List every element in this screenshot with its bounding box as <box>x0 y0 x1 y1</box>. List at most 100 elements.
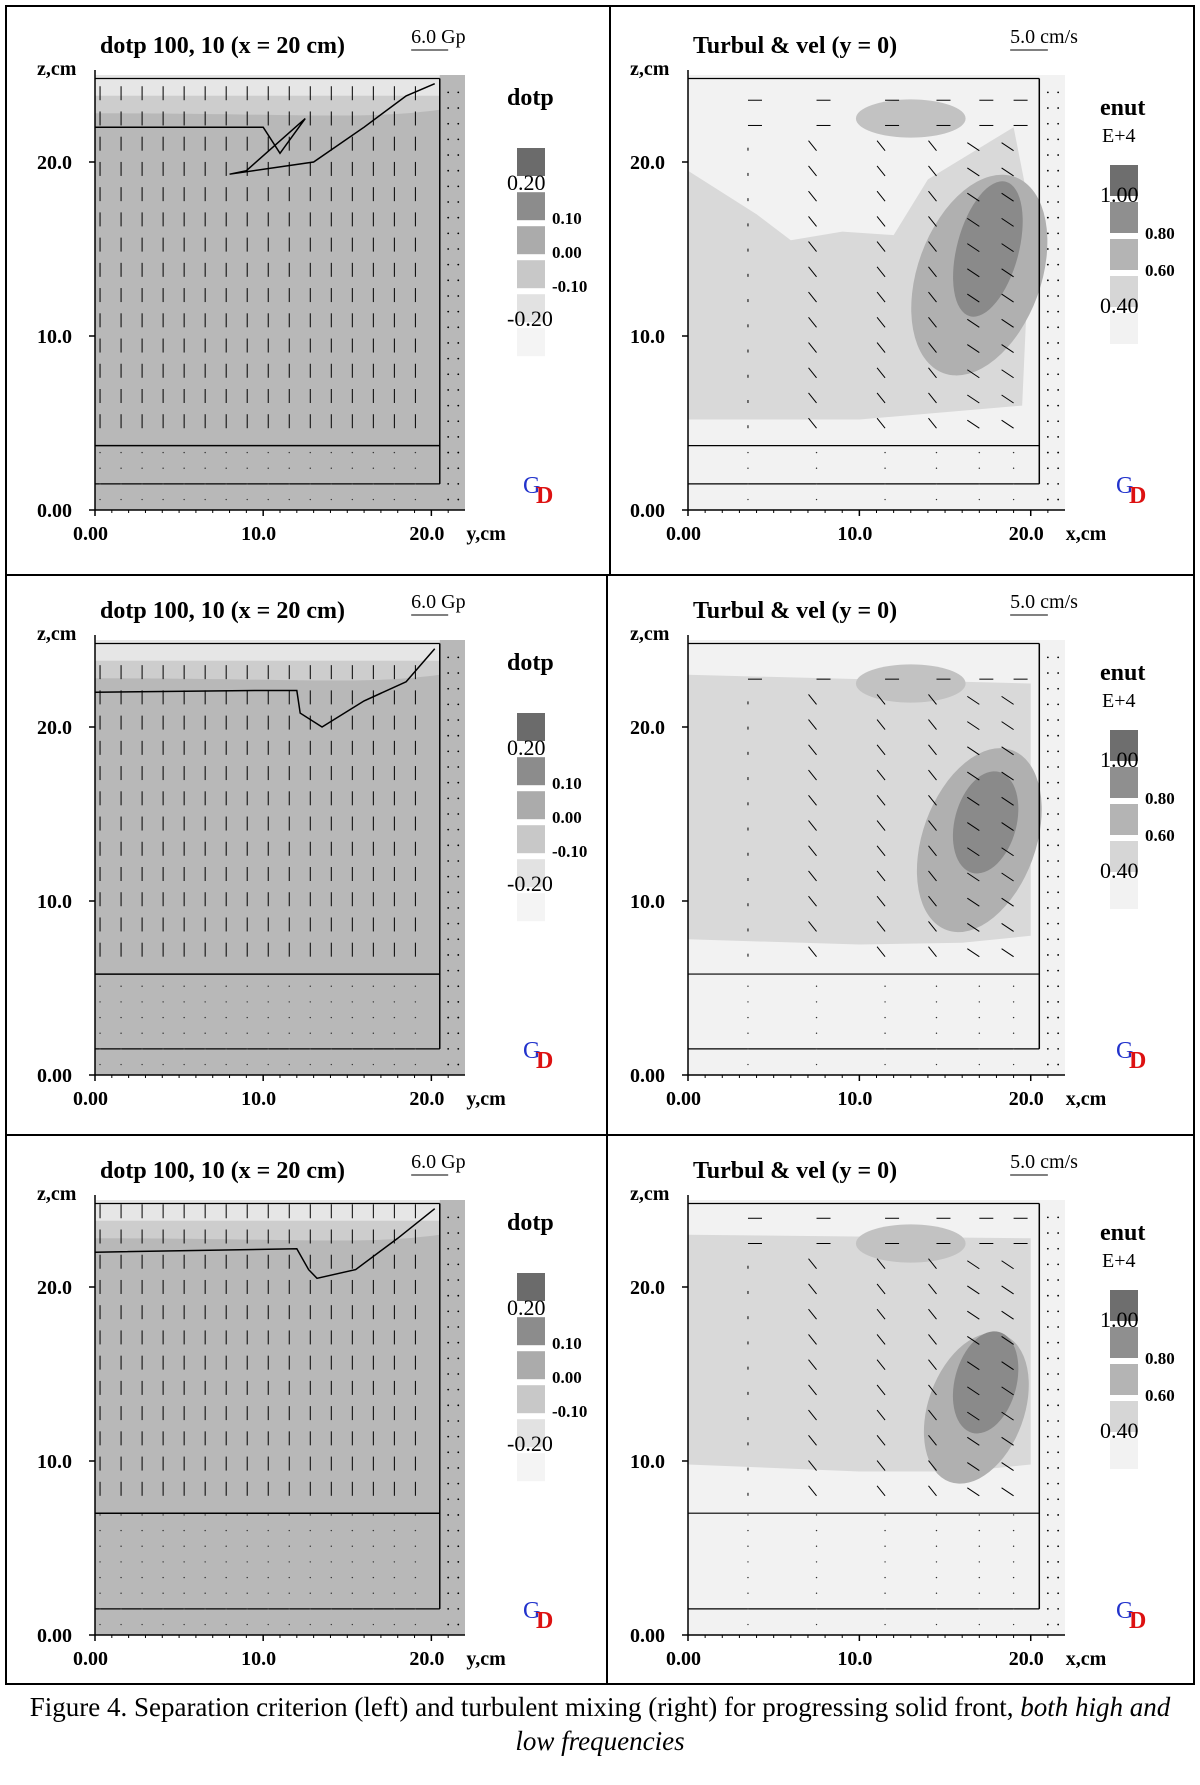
y-tick-label: 10.0 <box>630 891 665 913</box>
edge-dot <box>457 201 460 203</box>
solid-dot <box>815 498 818 501</box>
velocity-arrow <box>967 217 980 227</box>
velocity-arrow <box>876 769 886 781</box>
edge-dot <box>457 1032 460 1035</box>
edge-dot <box>457 922 460 925</box>
solid-dot <box>351 483 354 485</box>
edge-dot <box>1046 1216 1049 1219</box>
solid-dot <box>747 1576 749 1579</box>
solid-dot <box>935 1529 938 1532</box>
solid-dot <box>99 1561 101 1563</box>
velocity-arrow <box>1001 872 1014 882</box>
edge-dot <box>447 342 450 344</box>
edge-dot <box>1046 1247 1049 1250</box>
solid-dot <box>204 1032 206 1034</box>
edge-dot <box>1057 985 1060 988</box>
solid-dot <box>1012 483 1015 485</box>
legend-title: dotp <box>507 650 554 676</box>
solid-dot <box>330 1514 332 1516</box>
solid-dot <box>183 1001 185 1003</box>
velocity-arrow <box>808 769 817 781</box>
solid-dot <box>267 498 269 501</box>
edge-dot <box>447 91 450 94</box>
solid-dot <box>351 1529 354 1532</box>
velocity-arrow <box>808 870 817 882</box>
logo-g: G <box>523 1038 540 1064</box>
solid-dot <box>372 1592 375 1594</box>
solid-dot <box>414 1561 417 1563</box>
legend-label: -0.20 <box>507 306 553 331</box>
legend-label: -0.10 <box>552 1402 587 1421</box>
velocity-arrow <box>808 165 817 177</box>
edge-dot <box>447 216 450 219</box>
edge-dot <box>1057 389 1060 391</box>
solid-dot <box>414 1048 417 1050</box>
edge-dot <box>457 1623 460 1626</box>
edge-dot <box>457 295 460 297</box>
velocity-arrow <box>1001 796 1014 806</box>
solid-dot <box>141 467 143 469</box>
velocity-arrow <box>967 847 980 857</box>
solid-dot <box>246 1608 248 1610</box>
legend-swatch <box>517 825 545 854</box>
velocity-arrow <box>876 719 886 730</box>
solid-dot <box>162 1561 164 1563</box>
edge-dot <box>1057 498 1060 501</box>
velocity-arrow <box>876 1460 886 1471</box>
edge-dot <box>1057 1498 1060 1501</box>
edge-dot <box>1057 1514 1060 1516</box>
logo-g: G <box>523 1598 540 1624</box>
edge-dot <box>1057 404 1060 407</box>
solid-dot <box>351 1048 354 1050</box>
edge-dot <box>1046 734 1049 737</box>
velocity-arrow <box>967 771 980 781</box>
velocity-arrow <box>808 392 817 404</box>
panel-row3-right: 0.00 10.0 20.0 0.00 10.0 20.0 z,cm x,cm Turbul &… <box>630 1151 1175 1670</box>
edge-dot <box>447 1216 450 1219</box>
solid-dot <box>120 451 122 454</box>
solid-dot <box>330 985 332 987</box>
edge-dot <box>447 436 450 438</box>
legend-swatch <box>517 1273 545 1301</box>
solid-dot <box>204 1545 206 1547</box>
edge-dot <box>447 1420 450 1422</box>
solid-dot <box>351 1608 354 1610</box>
solid-dot <box>141 1576 143 1579</box>
solid-dot <box>183 451 185 454</box>
legend-swatch <box>517 226 545 255</box>
solid-dot <box>351 1623 354 1626</box>
velocity-arrow <box>967 897 980 907</box>
velocity-arrow <box>876 794 886 806</box>
edge-dot <box>447 969 450 972</box>
solid-dot <box>162 1063 164 1066</box>
y-tick-label: 10.0 <box>37 326 72 348</box>
solid-dot <box>393 451 396 454</box>
velocity-arrow <box>808 1384 817 1396</box>
x-tick-label: 20.0 <box>409 523 444 545</box>
edge-dot <box>447 750 450 753</box>
solid-dot <box>1012 1623 1015 1626</box>
solid-dot <box>288 1514 290 1516</box>
edge-dot <box>457 1498 460 1501</box>
edge-dot <box>447 1623 450 1626</box>
edge-dot <box>1057 1545 1060 1548</box>
edge-dot <box>1046 1467 1049 1469</box>
edge-dot <box>457 907 460 909</box>
solid-dot <box>267 1561 269 1563</box>
solid-dot <box>935 1514 938 1516</box>
solid-dot <box>309 483 311 485</box>
velocity-arrow <box>808 845 817 857</box>
x-tick-label: 20.0 <box>409 1648 444 1670</box>
edge-dot <box>1046 451 1049 454</box>
solid-dot <box>1012 1529 1015 1532</box>
solid-dot <box>884 1529 886 1532</box>
solid-dot <box>372 1529 375 1532</box>
outer-border <box>5 5 1195 1685</box>
solid-dot <box>204 1514 206 1516</box>
legend-label: 0.80 <box>1145 224 1175 243</box>
edge-dot <box>457 891 460 894</box>
x-tick-label: 10.0 <box>837 523 872 545</box>
edge-dot <box>457 1279 460 1281</box>
solid-dot <box>978 1063 981 1066</box>
y-tick-label: 10.0 <box>630 326 665 348</box>
